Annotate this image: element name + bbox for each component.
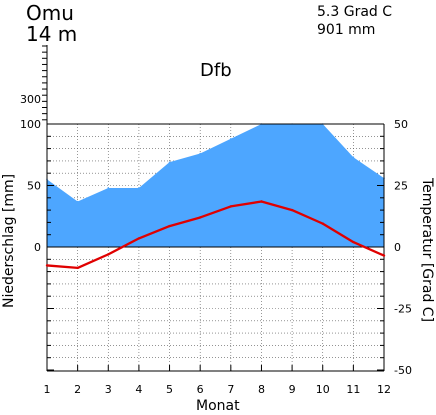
y-right-tick-label: 0	[394, 241, 401, 254]
precipitation-fill	[47, 124, 384, 247]
mean-temperature: 5.3 Grad C	[317, 4, 393, 20]
temperature-point-4	[137, 237, 141, 240]
x-tick-label-1: 1	[44, 383, 51, 396]
temperature-point-8	[260, 200, 263, 203]
temperature-point-1	[45, 264, 49, 267]
temperature-point-2	[76, 266, 79, 270]
precipitation-point-7	[230, 137, 232, 140]
y-axis-label-left: Niederschlag [mm]	[1, 173, 17, 308]
y-left-tick-label: 50	[27, 180, 41, 193]
y-right-tick-label: 50	[394, 118, 408, 131]
precipitation-point-11	[352, 156, 355, 159]
station-name: Omu	[26, 1, 74, 25]
precipitation-point-3	[107, 187, 110, 189]
temperature-point-12	[382, 254, 386, 257]
y-left-tick-label: 0	[34, 241, 41, 254]
temperature-point-7	[229, 205, 233, 208]
temperature-point-3	[107, 253, 110, 256]
station-elevation: 14 m	[26, 22, 78, 46]
x-tick-label-8: 8	[258, 383, 265, 396]
x-tick-label-9: 9	[289, 383, 296, 396]
annual-precipitation: 901 mm	[317, 22, 376, 38]
precipitation-point-2	[76, 200, 79, 203]
x-tick-label-10: 10	[316, 383, 330, 396]
y-right-tick-label: 25	[394, 180, 408, 193]
y-left-tick-label: 300	[20, 93, 41, 106]
y-axis-label-right: Temperatur [Grad C]	[419, 178, 435, 323]
climate-class: Dfb	[200, 60, 232, 81]
temperature-point-11	[352, 240, 355, 244]
y-right-tick-label: -25	[394, 303, 412, 316]
temperature-point-10	[321, 222, 324, 225]
x-tick-label-6: 6	[197, 383, 204, 396]
x-axis-label: Monat	[196, 398, 240, 414]
y-left-tick-label: 100	[20, 118, 41, 131]
x-tick-label-7: 7	[227, 383, 234, 396]
x-tick-label-4: 4	[135, 383, 142, 396]
y-right-tick-label: -50	[394, 364, 412, 377]
axes	[42, 45, 385, 372]
temperature-point-6	[198, 216, 202, 219]
precipitation-point-5	[168, 161, 171, 163]
x-tick-label-5: 5	[166, 383, 173, 396]
x-tick-label-2: 2	[74, 383, 81, 396]
temperature-point-9	[290, 208, 294, 212]
temperature-series	[45, 200, 386, 270]
precipitation-area	[46, 123, 385, 247]
x-tick-label-3: 3	[105, 383, 112, 396]
temperature-line	[46, 200, 385, 270]
temperature-point-5	[168, 224, 171, 228]
x-tick-label-11: 11	[346, 383, 360, 396]
precipitation-point-6	[199, 152, 201, 155]
precipitation-point-4	[138, 187, 140, 189]
x-tick-label-12: 12	[377, 383, 391, 396]
